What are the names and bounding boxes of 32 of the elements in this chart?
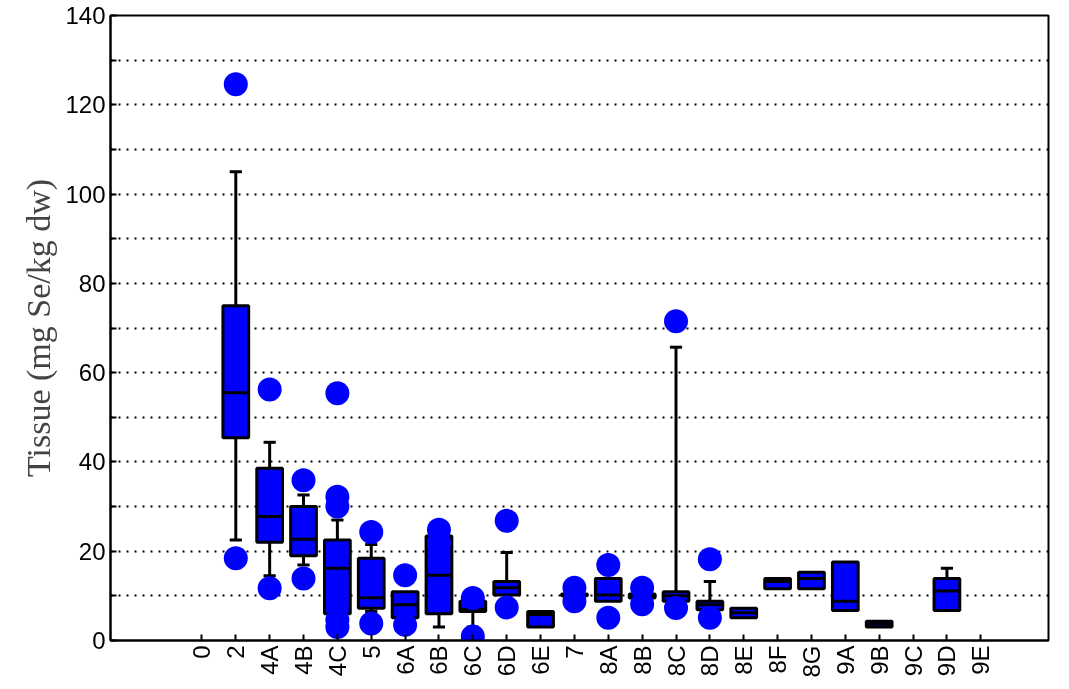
x-tick-label: 8D [696, 645, 724, 677]
x-tick-label: 4B [290, 645, 318, 675]
x-tick-label: 8A [594, 645, 622, 675]
x-tick-label: 7 [560, 645, 588, 659]
x-tick-label: 0 [188, 645, 216, 659]
x-tick-label: 9B [865, 645, 893, 675]
x-tick-label: 4A [256, 645, 284, 675]
x-tick-label: 8F [764, 645, 792, 674]
x-tick-label: 6B [425, 645, 453, 675]
x-tick-label: 9A [831, 645, 859, 675]
y-tick-label: 140 [65, 2, 106, 29]
x-tick-label: 5 [357, 645, 385, 659]
x-tick-label: 6D [493, 645, 521, 677]
y-axis-title: Tissue (mg Se/kg dw) [20, 178, 59, 478]
x-tick-label: 9C [899, 645, 927, 677]
y-tick-label: 60 [78, 359, 106, 387]
x-tick-label: 8C [662, 645, 690, 677]
x-tick-label: 9D [933, 645, 961, 677]
x-tick-label: 9E [967, 645, 995, 675]
x-tick-label: 6E [527, 645, 555, 675]
x-tick-label: 8E [730, 645, 758, 675]
x-tick-label: 4C [323, 645, 351, 677]
x-tick-label: 8G [797, 645, 825, 678]
x-tick-label: 2 [222, 645, 250, 659]
y-tick-label: 120 [65, 91, 106, 119]
y-tick-label: 80 [78, 269, 106, 297]
x-tick-label: 6A [391, 645, 419, 675]
y-tick-label: 100 [65, 180, 106, 208]
y-tick-label: 40 [78, 448, 106, 476]
y-tick-label: 20 [78, 537, 106, 565]
x-tick-label: 6C [459, 645, 487, 677]
x-tick-label: 8B [628, 645, 656, 675]
